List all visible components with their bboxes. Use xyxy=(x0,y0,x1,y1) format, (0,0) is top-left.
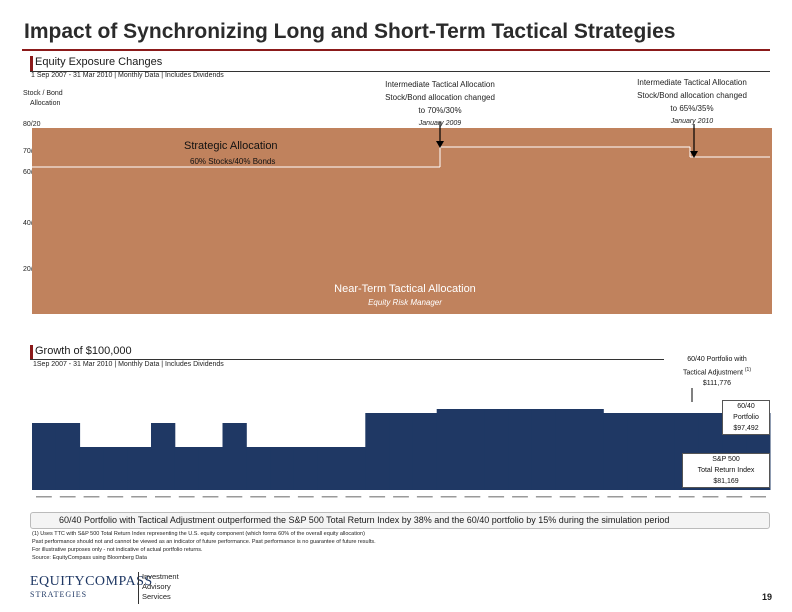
y-label-20-80: 20/80 xyxy=(23,266,41,273)
growth-bar xyxy=(293,447,319,490)
y-axis-title: Allocation xyxy=(30,100,61,107)
x-tick-mark xyxy=(202,496,219,498)
title-rule xyxy=(22,49,770,51)
growth-bar xyxy=(317,447,342,490)
near-term-sub: Equity Risk Manager xyxy=(368,298,442,307)
growth-bar xyxy=(412,413,438,490)
growth-bar xyxy=(460,409,485,490)
arrow-head-jan-2010 xyxy=(690,151,698,158)
x-tick-mark xyxy=(297,496,314,498)
x-tick-mark xyxy=(178,496,195,498)
x-tick-mark xyxy=(226,496,243,498)
annotation-jan-2010: Intermediate Tactical Allocation Stock/B… xyxy=(637,78,747,125)
x-tick-mark xyxy=(155,496,171,498)
growth-bar xyxy=(436,409,461,490)
growth-bar xyxy=(246,447,271,490)
near-term-label: Near-Term Tactical Allocation xyxy=(334,283,476,295)
footnote-3: For illustrative purposes only - not ind… xyxy=(32,547,203,553)
x-tick-mark xyxy=(274,496,290,498)
logo-divider xyxy=(138,572,139,604)
x-tick-mark xyxy=(393,496,409,498)
page-number: 19 xyxy=(762,592,773,602)
y-label-40-60: 40/60 xyxy=(23,220,41,227)
x-tick-mark xyxy=(750,496,766,498)
section-rule xyxy=(30,71,770,72)
x-tick-mark xyxy=(702,496,719,498)
growth-bar xyxy=(103,447,128,490)
growth-title: Growth of $100,000 xyxy=(35,345,132,357)
x-tick-mark xyxy=(345,496,362,498)
x-tick-mark xyxy=(321,496,338,498)
x-tick-mark xyxy=(83,496,100,498)
growth-bar xyxy=(579,409,604,490)
x-tick-mark xyxy=(488,496,505,498)
services-label: Investment Advisory Services xyxy=(142,572,179,601)
growth-bar xyxy=(79,447,104,490)
growth-bar xyxy=(127,447,152,490)
x-tick-mark xyxy=(655,496,671,498)
growth-bar xyxy=(555,409,580,490)
callout-6040: 60/40 Portfolio $97,492 xyxy=(722,400,770,435)
strategic-allocation-sub: 60% Stocks/40% Bonds xyxy=(190,157,276,166)
growth-bar xyxy=(603,413,628,490)
x-tick-mark xyxy=(440,496,457,498)
x-tick-mark xyxy=(464,496,481,498)
growth-bars-group xyxy=(32,388,771,490)
x-tick-mark xyxy=(107,496,124,498)
x-tick-mark xyxy=(36,496,52,498)
growth-bar xyxy=(531,409,557,490)
x-tick-mark xyxy=(250,496,267,498)
x-tick-mark xyxy=(369,496,386,498)
page-title: Impact of Synchronizing Long and Short-T… xyxy=(24,20,676,43)
growth-bar xyxy=(222,423,247,490)
arrow-head-jan-2009 xyxy=(436,141,444,148)
summary-message: 60/40 Portfolio with Tactical Adjustment… xyxy=(30,512,770,529)
growth-bar xyxy=(270,447,295,490)
growth-bar xyxy=(174,447,200,490)
growth-bar xyxy=(365,413,390,490)
callout-sp500: S&P 500 Total Return Index $81,169 xyxy=(682,453,770,488)
growth-bar xyxy=(651,413,676,490)
y-label-70-30: 70/30 xyxy=(23,148,41,155)
growth-ticks-group xyxy=(36,496,766,498)
x-tick-mark xyxy=(512,496,528,498)
growth-bar xyxy=(484,409,509,490)
x-tick-mark xyxy=(583,496,600,498)
x-tick-mark xyxy=(535,496,552,498)
section-rule xyxy=(30,359,664,360)
x-tick-mark xyxy=(607,496,624,498)
growth-subtitle: 1Sep 2007 - 31 Mar 2010 | Monthly Data |… xyxy=(33,361,224,368)
footnote-1: (1) Uses TTC with S&P 500 Total Return I… xyxy=(32,531,365,537)
callout-tactical: 60/40 Portfolio with Tactical Adjustment… xyxy=(683,356,751,388)
growth-bar xyxy=(198,447,223,490)
strategic-area xyxy=(32,128,772,314)
company-logo: EQUITYCOMPASS STRATEGIES xyxy=(30,574,153,599)
x-tick-mark xyxy=(726,496,743,498)
section-marker xyxy=(30,56,33,71)
x-tick-mark xyxy=(59,496,76,498)
x-tick-mark xyxy=(559,496,576,498)
footnote-source: Source: EquityCompass using Bloomberg Da… xyxy=(32,555,147,561)
growth-bar xyxy=(508,409,533,490)
growth-bar xyxy=(151,423,176,490)
x-tick-mark xyxy=(416,496,433,498)
growth-bar xyxy=(341,447,366,490)
y-axis-title: Stock / Bond xyxy=(23,90,63,97)
y-label-80-20: 80/20 xyxy=(23,121,41,128)
section-marker xyxy=(30,345,33,360)
x-tick-mark xyxy=(631,496,647,498)
growth-bar xyxy=(55,423,81,490)
growth-bar xyxy=(389,413,414,490)
equity-exposure-subtitle: 1 Sep 2007 - 31 Mar 2010 | Monthly Data … xyxy=(31,72,224,79)
strategic-allocation-label: Strategic Allocation xyxy=(184,140,278,152)
growth-bar xyxy=(32,423,57,490)
equity-exposure-title: Equity Exposure Changes xyxy=(35,56,163,68)
growth-bar xyxy=(627,413,652,490)
x-tick-mark xyxy=(678,496,695,498)
y-label-60-40: 60/40 xyxy=(23,169,41,176)
footnote-2: Past performance should not and cannot b… xyxy=(32,539,376,545)
x-tick-mark xyxy=(131,496,147,498)
